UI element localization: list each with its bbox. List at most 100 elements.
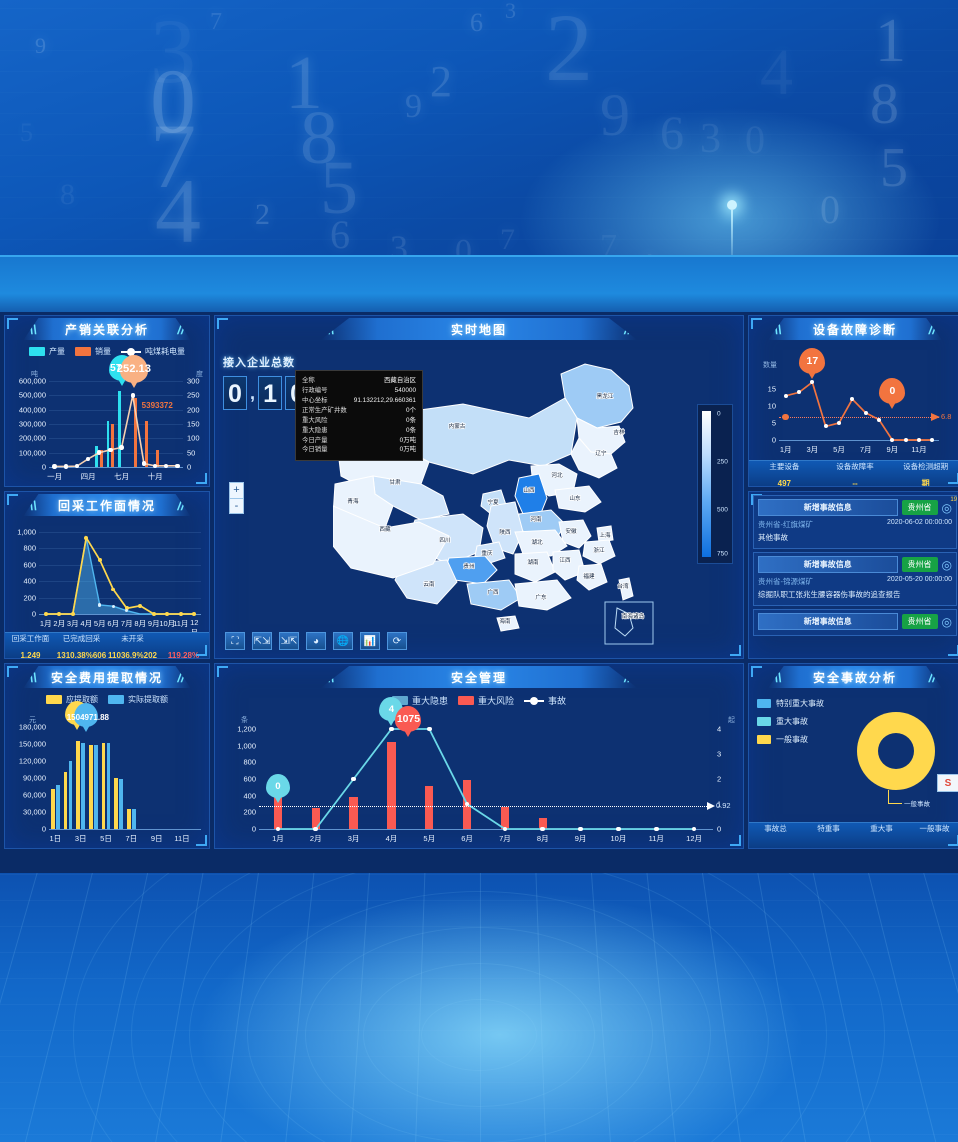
data-point [691,826,697,832]
kpi-label: 主要设备 [769,462,800,471]
region-jiangxi[interactable] [552,549,586,581]
data-point [351,776,356,782]
region-shanghai[interactable] [596,525,614,543]
y-axis-tick-right: 0 [717,824,722,834]
title-slash-right-icon: // [177,669,185,685]
crop-icon[interactable]: ⛶ [225,632,245,650]
legend-item[interactable]: 重大事故 [757,716,824,727]
beacon-stem [731,210,733,268]
accident-feed-list[interactable]: 新增事故信息 贵州省 ◎ 19 贵州省-红旗煤矿 2020-06-02 00:00:00 其… [749,492,958,658]
pin-tail-icon [808,372,817,380]
map-province-label: 青海 [347,497,359,505]
region-shandong[interactable] [554,485,602,513]
tooltip-value: 540000 [394,386,416,394]
region-shaanxi[interactable] [486,501,524,555]
kpi-strip-accident: 事故总 特重事 重大事 一般事故 [749,822,958,848]
legend-item[interactable]: 一般事故 [757,734,824,745]
map-regions[interactable] [333,363,654,645]
pin-tail-icon [273,796,282,803]
refresh-icon[interactable]: ⟳ [387,632,407,650]
legend-item[interactable]: 销量 [75,346,111,357]
x-axis-tick: 4月 [80,619,93,628]
region-liaoning[interactable] [570,437,618,479]
pin-tail-icon [117,379,126,387]
legend-item[interactable]: 重大风险 [457,694,514,707]
y-axis-tick: 200 [243,807,256,817]
legend-item[interactable]: 特别重大事故 [757,698,824,709]
title-slash-right-icon: // [177,497,185,513]
map-toolbar[interactable]: ⛶ ⇱⇲ ⇲⇱ ◕ 🌐 📊 ⟳ [225,632,407,650]
region-hubei[interactable] [514,529,568,557]
chart-safety-management: 0 200 400 600 800 1,000 1,200 0 1 2 3 4 1月 2月 3月 4月 5月 6月… [215,697,743,848]
region-hainan[interactable] [496,615,520,632]
map-province-label: 河南 [530,515,542,523]
accident-card[interactable]: 新增事故信息 贵州省 ◎ 19 贵州省-红旗煤矿 2020-06-02 00:00:00 其… [753,495,957,549]
data-point [796,390,802,395]
data-point [464,801,470,807]
panel-title-accident-analysis: \\ 安全事故分析 // [768,666,942,688]
region-hunan[interactable] [514,551,556,583]
bar-major-risk [349,797,358,829]
legend-item[interactable]: 应提取额 [46,694,98,705]
data-point [275,826,281,832]
pin-tail-icon [387,719,396,726]
donut-callout-label: 一般事故 [904,801,930,808]
accident-card[interactable]: 新增事故信息 贵州省 ◎ 贵州省-锦源煤矿 2020-05-20 00:00:00 综掘队… [753,552,957,606]
globe-icon[interactable]: 🌐 [333,632,353,650]
location-pin-icon[interactable]: ◎ 19 [941,496,957,515]
location-pin-icon[interactable]: ◎ [941,614,952,629]
map-zoom-control[interactable]: + - [229,482,244,514]
region-guangdong[interactable] [514,579,572,611]
accident-card[interactable]: 新增事故信息 贵州省 ◎ [753,609,957,636]
x-axis-tick: 7月 [120,619,133,628]
pin-icon[interactable]: ◕ [306,632,326,650]
x-axis-tick: 3日 [74,834,87,843]
donut-side-badge-icon[interactable]: S [937,774,958,792]
map-container[interactable]: 接入企业总数 0 , 1 0 7 + - [215,342,743,658]
kpi-cell: 未开采 11036.9%202 [107,633,158,658]
region-zhejiang[interactable] [582,539,616,565]
data-point [850,397,855,402]
panel-safety-fee: \\ 安全费用提取情况 // 应提取额 实际提取额 [4,663,210,849]
y-axis-tick-right: 300 [187,376,200,386]
region-guangxi[interactable] [466,579,522,611]
tooltip-key: 重大隐患 [302,426,328,434]
legend-item[interactable]: 产量 [29,346,65,357]
title-slash-right-icon: // [624,669,632,685]
tooltip-value: 0条 [406,426,416,434]
x-axis-tick: 11月 [173,619,189,628]
kpi-label: 设备故障率 [836,462,874,471]
y-axis-tick: 0 [251,824,256,834]
kpi-label: 未开采 [121,634,144,643]
region-xizang[interactable] [333,505,450,579]
x-axis-line [49,467,183,468]
map-legend-tick: 0 [717,410,721,418]
region-taiwan[interactable] [618,577,634,601]
data-point [70,612,75,616]
map-zoom-in-button[interactable]: + [233,484,240,496]
region-fujian[interactable] [576,563,608,591]
location-pin-icon[interactable]: ◎ [941,557,952,572]
collapse-icon[interactable]: ⇲⇱ [279,632,299,650]
legend-item[interactable]: 吨煤耗电量 [121,346,185,357]
x-axis-tick: 2月 [53,619,66,628]
donut-ring[interactable] [857,712,935,790]
annotation-total-amount: 1504971.88 [66,713,109,723]
accident-province-badge: 贵州省 [901,500,938,515]
region-nanhai-inset[interactable] [604,601,654,645]
x-axis-tick: 4月 [385,834,398,843]
legend-item[interactable]: 实际提取额 [108,694,168,705]
x-axis-line [39,614,201,615]
legend-item[interactable]: 重大隐患 [391,694,448,707]
map-province-label: 河北 [551,471,563,479]
chart-icon[interactable]: 📊 [360,632,380,650]
legend-item[interactable]: 事故 [524,694,566,707]
legend-line-dot-icon [524,696,544,705]
y-axis-label-right: 起 [728,717,735,724]
expand-icon[interactable]: ⇱⇲ [252,632,272,650]
x-axis-tick: 7月 [859,445,872,454]
map-zoom-out-button[interactable]: - [230,498,243,513]
